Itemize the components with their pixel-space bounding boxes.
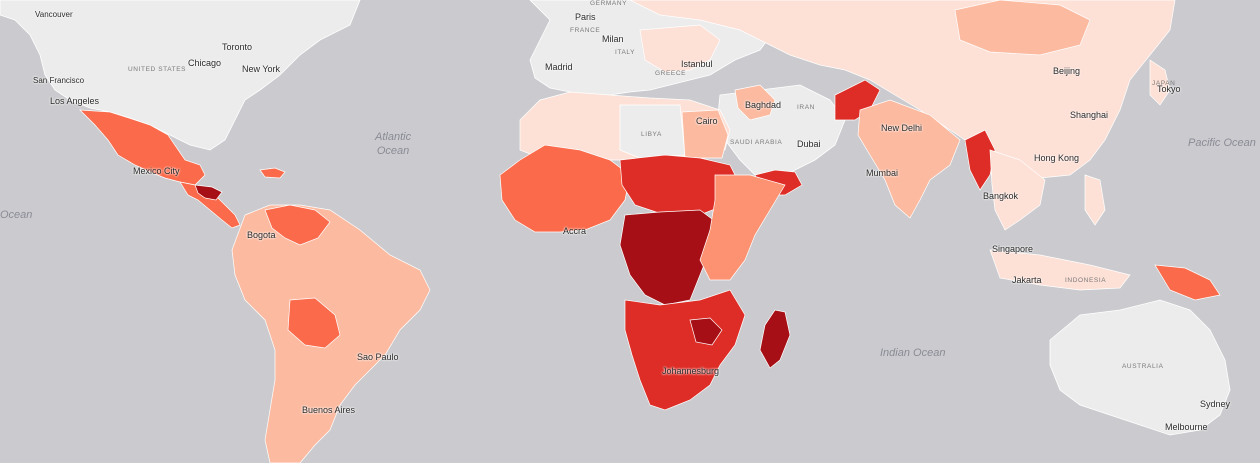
region-bolivia[interactable] bbox=[287, 297, 341, 349]
city-label-madrid: Madrid bbox=[545, 62, 573, 72]
city-label-baghdad: Baghdad bbox=[745, 100, 782, 110]
city-label-milan: Milan bbox=[602, 34, 624, 44]
city-label-tokyo: Tokyo bbox=[1157, 84, 1181, 94]
ocean-label-indian: Indian Ocean bbox=[880, 347, 946, 359]
region-east-africa[interactable] bbox=[699, 174, 786, 281]
region-australia[interactable] bbox=[1049, 299, 1231, 436]
city-label-cairo: Cairo bbox=[696, 116, 718, 126]
country-label-france: FRANCE bbox=[570, 27, 601, 34]
city-label-mumbai: Mumbai bbox=[866, 168, 899, 178]
city-label-mexico-city: Mexico City bbox=[133, 166, 180, 176]
city-label-paris: Paris bbox=[575, 12, 596, 22]
country-label-germany: GERMANY bbox=[590, 0, 628, 7]
region-venezuela[interactable] bbox=[264, 204, 331, 246]
region-honduras[interactable] bbox=[194, 184, 223, 201]
country-label-japan: JAPAN bbox=[1152, 80, 1176, 87]
region-caribbean[interactable] bbox=[259, 167, 286, 179]
region-east-europe[interactable] bbox=[639, 24, 721, 73]
country-label-iran: IRAN bbox=[797, 104, 815, 111]
region-egypt[interactable] bbox=[681, 109, 729, 159]
country-label-indonesia: INDONESIA bbox=[1065, 277, 1107, 284]
country-label-saudi-arabia: SAUDI ARABIA bbox=[730, 139, 783, 146]
region-indonesia[interactable] bbox=[989, 249, 1131, 291]
region-south-asia[interactable] bbox=[857, 99, 961, 219]
city-label-bogota: Bogota bbox=[247, 230, 276, 240]
city-label-melbourne: Melbourne bbox=[1165, 422, 1208, 432]
city-label-new-delhi: New Delhi bbox=[881, 123, 923, 133]
region-southeast-asia[interactable] bbox=[989, 149, 1046, 231]
region-madagascar[interactable] bbox=[759, 309, 791, 369]
city-label-jakarta: Jakarta bbox=[1012, 275, 1042, 285]
city-label-vancouver: Vancouver bbox=[35, 10, 73, 19]
city-label-johannesburg: Johannesburg bbox=[662, 366, 720, 376]
region-west-africa[interactable] bbox=[499, 144, 631, 233]
city-label-san-francisco: San Francisco bbox=[33, 76, 85, 85]
region-zimbabwe[interactable] bbox=[689, 317, 723, 346]
region-north-america[interactable] bbox=[0, 0, 361, 151]
region-mongolia[interactable] bbox=[954, 0, 1091, 56]
ocean-label-pacific: Pacific Ocean bbox=[1188, 137, 1256, 149]
country-label-australia: AUSTRALIA bbox=[1122, 363, 1164, 370]
city-label-singapore: Singapore bbox=[992, 244, 1034, 254]
city-label-los-angeles: Los Angeles bbox=[50, 96, 100, 106]
region-central-africa[interactable] bbox=[619, 209, 721, 306]
region-papua-new-guinea[interactable] bbox=[1154, 264, 1221, 301]
ocean-label-west: Ocean bbox=[0, 209, 33, 221]
city-label-sydney: Sydney bbox=[1200, 399, 1231, 409]
city-label-hong-kong: Hong Kong bbox=[1034, 153, 1080, 163]
city-label-new-york: New York bbox=[242, 64, 281, 74]
region-iraq[interactable] bbox=[734, 84, 776, 121]
city-label-bangkok: Bangkok bbox=[983, 191, 1019, 201]
city-label-sao-paulo: Sao Paulo bbox=[357, 352, 399, 362]
city-label-beijing: Beijing bbox=[1053, 66, 1081, 76]
city-label-accra: Accra bbox=[563, 226, 587, 236]
city-label-chicago: Chicago bbox=[188, 58, 222, 68]
region-myanmar[interactable] bbox=[964, 129, 996, 191]
country-label-italy: ITALY bbox=[615, 49, 636, 56]
country-label-greece: GREECE bbox=[655, 70, 687, 77]
country-label-united-states: UNITED STATES bbox=[128, 66, 187, 73]
region-philippines[interactable] bbox=[1084, 174, 1106, 226]
city-label-toronto: Toronto bbox=[222, 42, 253, 52]
city-label-istanbul: Istanbul bbox=[681, 59, 713, 69]
city-label-shanghai: Shanghai bbox=[1070, 110, 1109, 120]
country-label-libya: LIBYA bbox=[641, 131, 662, 138]
region-southern-africa[interactable] bbox=[624, 289, 746, 411]
city-label-buenos-aires: Buenos Aires bbox=[302, 405, 356, 415]
ocean-label-atlantic: Atlantic Ocean bbox=[375, 131, 412, 157]
region-japan[interactable] bbox=[1149, 59, 1171, 106]
city-label-dubai: Dubai bbox=[797, 139, 821, 149]
